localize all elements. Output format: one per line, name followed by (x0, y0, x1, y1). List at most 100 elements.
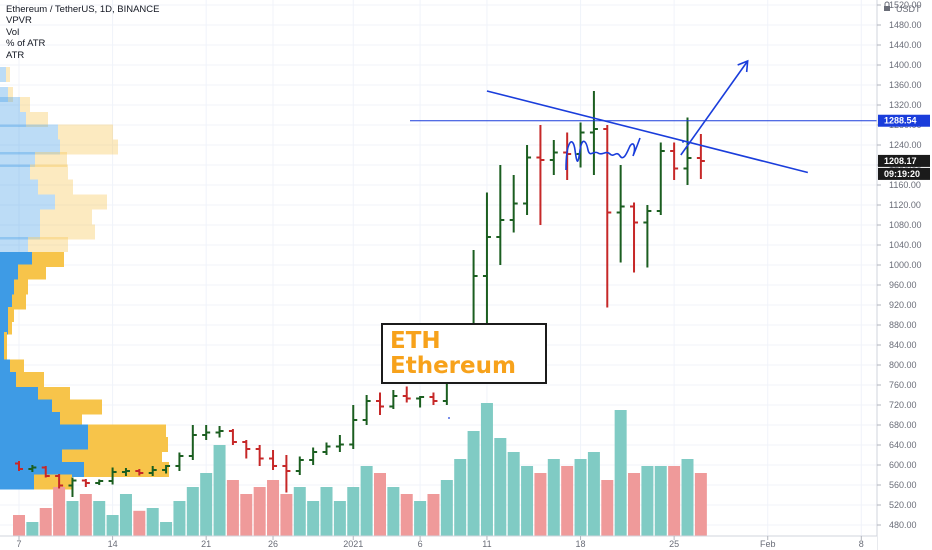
volume-bar (160, 522, 172, 536)
vp-row-down (16, 372, 44, 387)
volume-bar (13, 515, 25, 536)
ohlc-bar (684, 118, 692, 186)
price-tick-label: 1360.00 (889, 80, 922, 90)
vp-row-down (30, 165, 68, 180)
volume-bar (200, 473, 212, 536)
indicator-vol[interactable]: Vol (6, 27, 159, 38)
volume-bar (26, 522, 38, 536)
vp-row-down (28, 237, 68, 252)
ohlc-bar (697, 134, 705, 179)
vp-row-down (38, 180, 73, 195)
price-unit-label: USDT (896, 4, 921, 14)
volume-bar (307, 501, 319, 536)
price-tick-label: 520.00 (889, 500, 917, 510)
chart-legend: Ethereum / TetherUS, 1D, BINANCE VPVR Vo… (6, 4, 159, 61)
vp-row-down (8, 320, 12, 335)
volume-bar (494, 438, 506, 536)
time-tick-label: 7 (16, 539, 21, 549)
vp-row-up (0, 237, 28, 252)
vp-row-down (4, 332, 7, 347)
text-annotation[interactable]: ETH Ethereum (381, 323, 547, 384)
price-tick-label: 480.00 (889, 520, 917, 530)
volume-bar (53, 487, 65, 536)
volume-bar (347, 487, 359, 536)
volume-bar (454, 459, 466, 536)
price-axis[interactable]: 480.00 520.00 560.00 600.00 640.00 680.00 720.… (877, 0, 932, 550)
volume-bar (615, 410, 627, 536)
volume-bar (66, 501, 78, 536)
countdown-tag-text: 09:19:20 (884, 169, 920, 179)
volume-bar (361, 466, 373, 536)
vp-row-up (0, 97, 20, 112)
volume-bar (254, 487, 266, 536)
ohlc-bar (269, 450, 277, 470)
marker-dot (682, 141, 684, 143)
ohlc-bar (336, 435, 344, 452)
indicator-vpvr[interactable]: VPVR (6, 15, 159, 26)
ohlc-bar (175, 453, 183, 472)
time-tick-label: 18 (576, 539, 586, 549)
ohlc-bar (229, 429, 237, 445)
volume-bar (575, 459, 587, 536)
time-axis[interactable]: 7 14 21 26 2021 6 11 18 25 Feb 8 (0, 536, 932, 550)
time-tick-label: 2021 (343, 539, 363, 549)
volume-bar (40, 508, 52, 536)
volume-bar (107, 515, 119, 536)
annotation-line-2: Ethereum (390, 354, 545, 379)
price-tick-label: 920.00 (889, 300, 917, 310)
vp-row-up (0, 372, 16, 387)
volume-bar (682, 459, 694, 536)
annotation-line-1: ETH (390, 329, 545, 354)
axis-corner (878, 537, 932, 550)
vp-row-up (0, 165, 30, 180)
level-price-tag[interactable]: 1288.54 (878, 115, 930, 127)
time-tick-label: 11 (482, 539, 491, 549)
ohlc-bar (202, 425, 210, 440)
time-tick-label: 8 (859, 539, 864, 549)
trendline[interactable] (487, 91, 808, 173)
volume-bar (521, 466, 533, 536)
indicator-atr[interactable]: ATR (6, 50, 159, 61)
time-axis-bg (0, 536, 877, 550)
indicator-pct-atr[interactable]: % of ATR (6, 38, 159, 49)
volume-bar (401, 494, 413, 536)
ohlc-bar (389, 390, 397, 409)
volume-bar (588, 452, 600, 536)
ohlc-bar (536, 125, 544, 225)
volume-bar (334, 501, 346, 536)
price-tick-label: 600.00 (889, 460, 917, 470)
projection-arrow[interactable] (681, 61, 748, 155)
lock-icon-body (884, 6, 890, 11)
price-tick-label: 1160.00 (889, 180, 921, 190)
ohlc-bar (429, 393, 437, 406)
volume-bar (628, 473, 640, 536)
ohlc-bar (590, 91, 598, 175)
symbol-title[interactable]: Ethereum / TetherUS, 1D, BINANCE (6, 4, 159, 15)
time-tick-label: 21 (201, 539, 211, 549)
volume-bar (267, 480, 279, 536)
vp-row-down (18, 265, 46, 280)
vp-row-up (0, 280, 14, 295)
volume-bar (668, 466, 680, 536)
volume-bar (187, 487, 199, 536)
volume-bar (294, 487, 306, 536)
ohlc-bar (496, 165, 504, 265)
volume-bar (120, 494, 132, 536)
time-tick-label: 14 (108, 539, 118, 549)
ohlc-bar (510, 175, 518, 233)
price-tick-label: 1000.00 (889, 260, 922, 270)
ohlc-bar (323, 443, 331, 456)
ohlc-bar (657, 143, 665, 216)
volume-bar (214, 445, 226, 536)
countdown-tag[interactable]: 09:19:20 (878, 168, 930, 180)
volume-bar (508, 452, 520, 536)
volume-bar (641, 466, 653, 536)
volume-bar (133, 511, 145, 536)
volume-profile (0, 67, 169, 490)
last-price-tag[interactable]: 1208.17 (878, 155, 930, 167)
ohlc-bar (82, 479, 90, 487)
volume-bar (387, 487, 399, 536)
vp-row-up (0, 475, 34, 490)
volume-bar (481, 403, 493, 536)
